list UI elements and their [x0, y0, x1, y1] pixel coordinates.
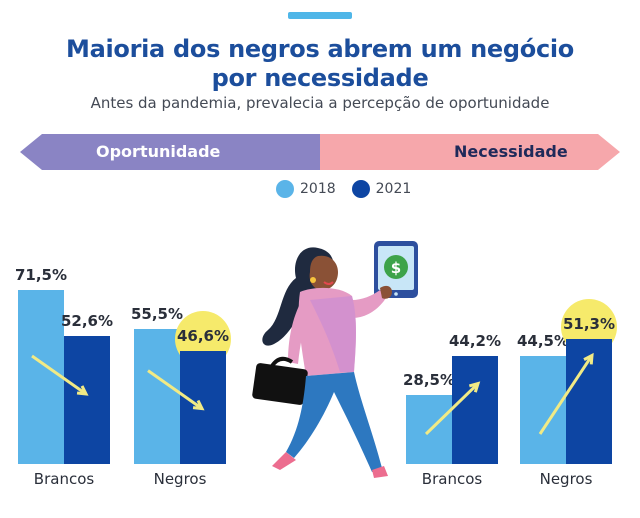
- band-label-oportunidade: Oportunidade: [96, 142, 221, 161]
- chart-title-line1: Maioria dos negros abrem um negócio: [66, 35, 574, 63]
- chart-subtitle: Antes da pandemia, prevalecia a percepçã…: [90, 94, 550, 112]
- legend-swatch-2021: [351, 180, 370, 198]
- bar-oportunidade-brancos-2018: [18, 290, 64, 464]
- category-label-necessidade-brancos: Brancos: [421, 470, 483, 488]
- data-label-oportunidade-brancos-2021: 52,6%: [60, 311, 114, 330]
- bar-oportunidade-negros-2018: [134, 328, 180, 464]
- bar-oportunidade-brancos-2021: [64, 335, 110, 464]
- bar-necessidade-brancos-2021: [452, 356, 498, 464]
- chart-title-line2: por necessidade: [211, 64, 429, 92]
- category-label-oportunidade-brancos: Brancos: [33, 470, 95, 488]
- chart-legend: 2018 2021: [276, 180, 427, 198]
- legend-item-2018: 2018: [276, 180, 336, 198]
- bar-necessidade-negros-2018: [520, 355, 566, 464]
- data-label-necessidade-brancos-2021: 44,2%: [448, 332, 502, 351]
- data-label-oportunidade-negros-2021: 46,6%: [176, 326, 230, 345]
- data-label-necessidade-negros-2018: 44,5%: [516, 331, 570, 350]
- top-accent-bar: [288, 12, 352, 19]
- data-label-necessidade-negros-2021: 51,3%: [562, 315, 616, 334]
- band-left-arrow: [20, 134, 320, 170]
- category-label-oportunidade-negros: Negros: [153, 470, 207, 488]
- category-label-necessidade-negros: Negros: [539, 470, 593, 488]
- oportunidade-necessidade-band: [20, 134, 620, 170]
- legend-item-2021: 2021: [351, 180, 412, 198]
- legend-label-2018: 2018: [300, 181, 336, 197]
- legend-label-2021: 2021: [375, 181, 412, 197]
- data-label-oportunidade-brancos-2018: 71,5%: [14, 266, 68, 284]
- band-right-arrow: [320, 134, 620, 170]
- data-label-necessidade-brancos-2018: 28,5%: [402, 370, 456, 389]
- data-label-oportunidade-negros-2018: 55,5%: [130, 304, 184, 323]
- legend-swatch-2018: [276, 180, 294, 198]
- band-label-necessidade: Necessidade: [454, 142, 568, 161]
